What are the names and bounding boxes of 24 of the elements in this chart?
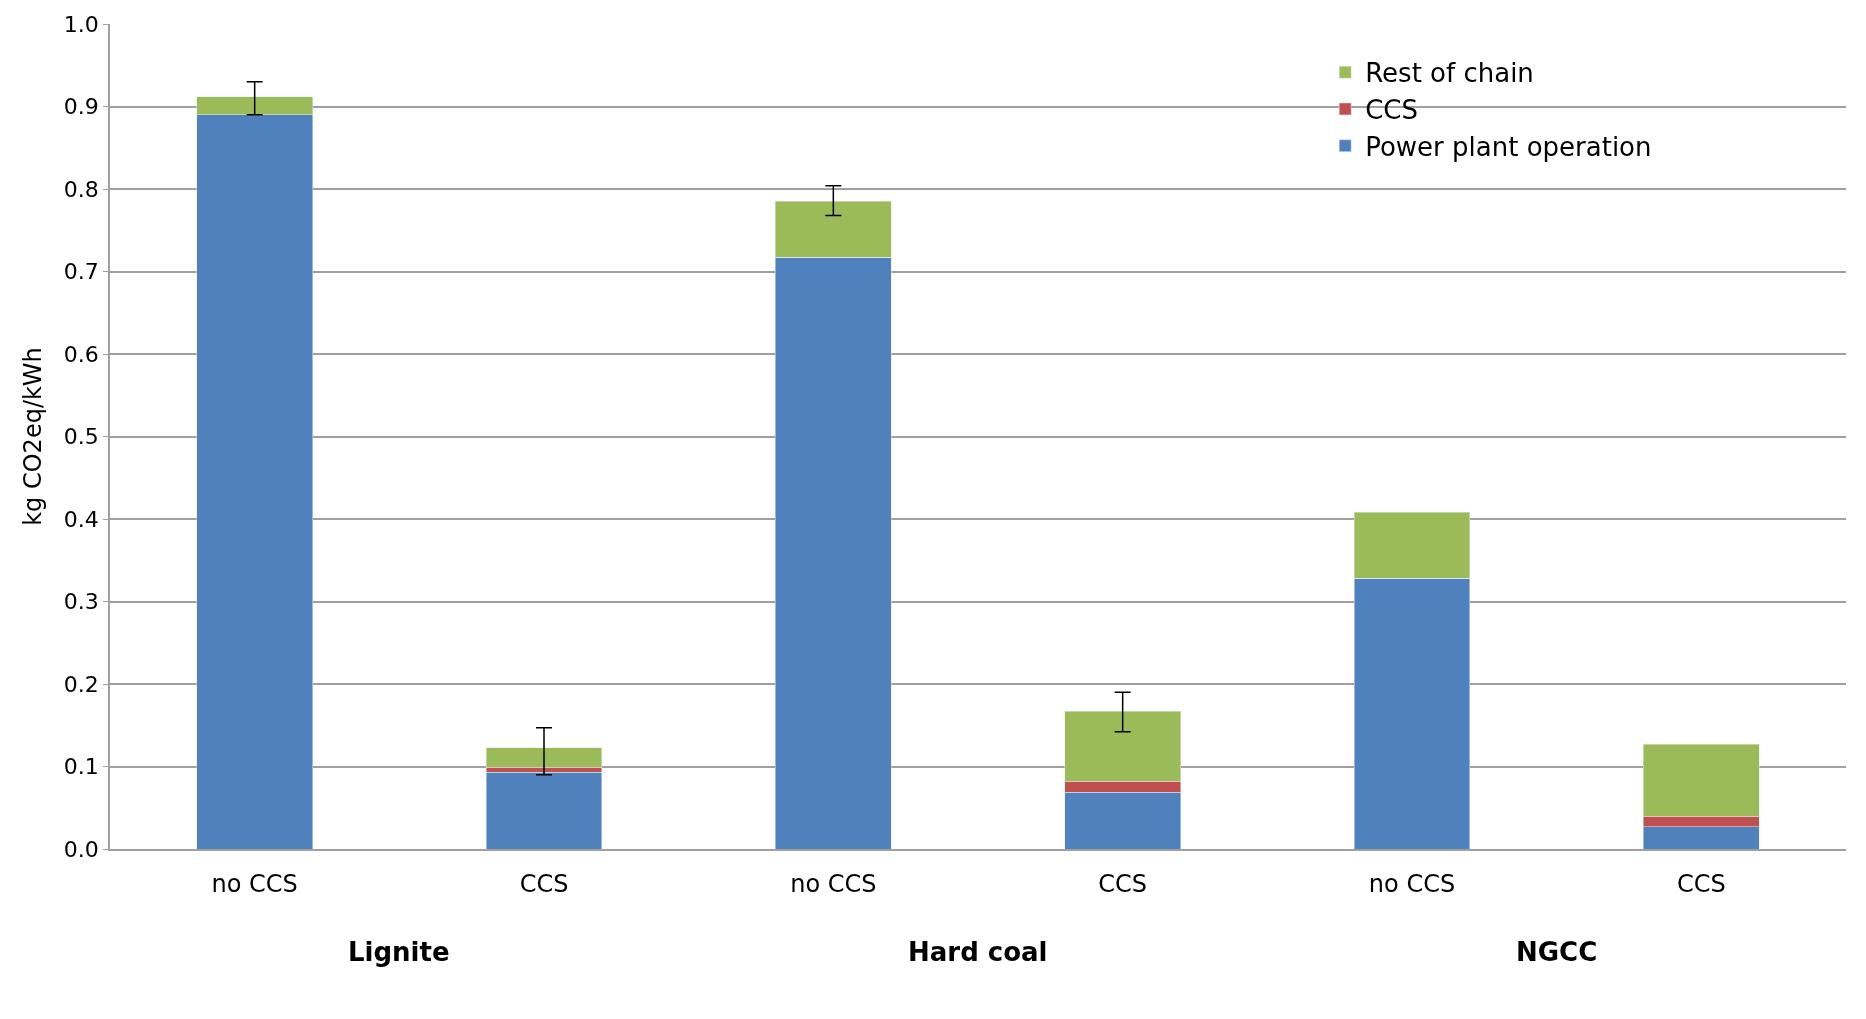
legend-label: Rest of chain xyxy=(1365,58,1534,89)
y-tick-label: 0.3 xyxy=(63,589,99,615)
y-tick-label: 0.8 xyxy=(63,176,99,202)
y-tick-label: 0.1 xyxy=(63,754,99,780)
y-tick-label: 0.6 xyxy=(63,341,99,367)
text: Lignite xyxy=(348,937,450,967)
x-tick-label: CCS xyxy=(1098,869,1148,898)
text: NGCC xyxy=(1516,937,1598,967)
y-tick-label: 1.0 xyxy=(63,11,99,37)
legend-label: Power plant operation xyxy=(1365,131,1652,162)
x-tick-label: no CCS xyxy=(211,869,298,898)
y-tick-label: 0.4 xyxy=(63,506,99,532)
text: Hard coal xyxy=(908,937,1048,967)
x-tick-label: CCS xyxy=(519,869,569,898)
x-tick-label: no CCS xyxy=(1368,869,1456,898)
y-tick-label: 0.7 xyxy=(63,259,99,285)
x-tick-label: CCS xyxy=(1676,869,1726,898)
legend-label: CCS xyxy=(1365,95,1419,126)
y-tick-label: 0.9 xyxy=(63,94,99,120)
y-tick-label: 0.0 xyxy=(63,836,99,862)
x-tick-label: no CCS xyxy=(790,869,877,898)
y-tick-label: 0.5 xyxy=(63,424,99,450)
y-axis-title: kg CO2eq/kWh xyxy=(19,347,48,526)
y-tick-label: 0.2 xyxy=(63,671,99,697)
